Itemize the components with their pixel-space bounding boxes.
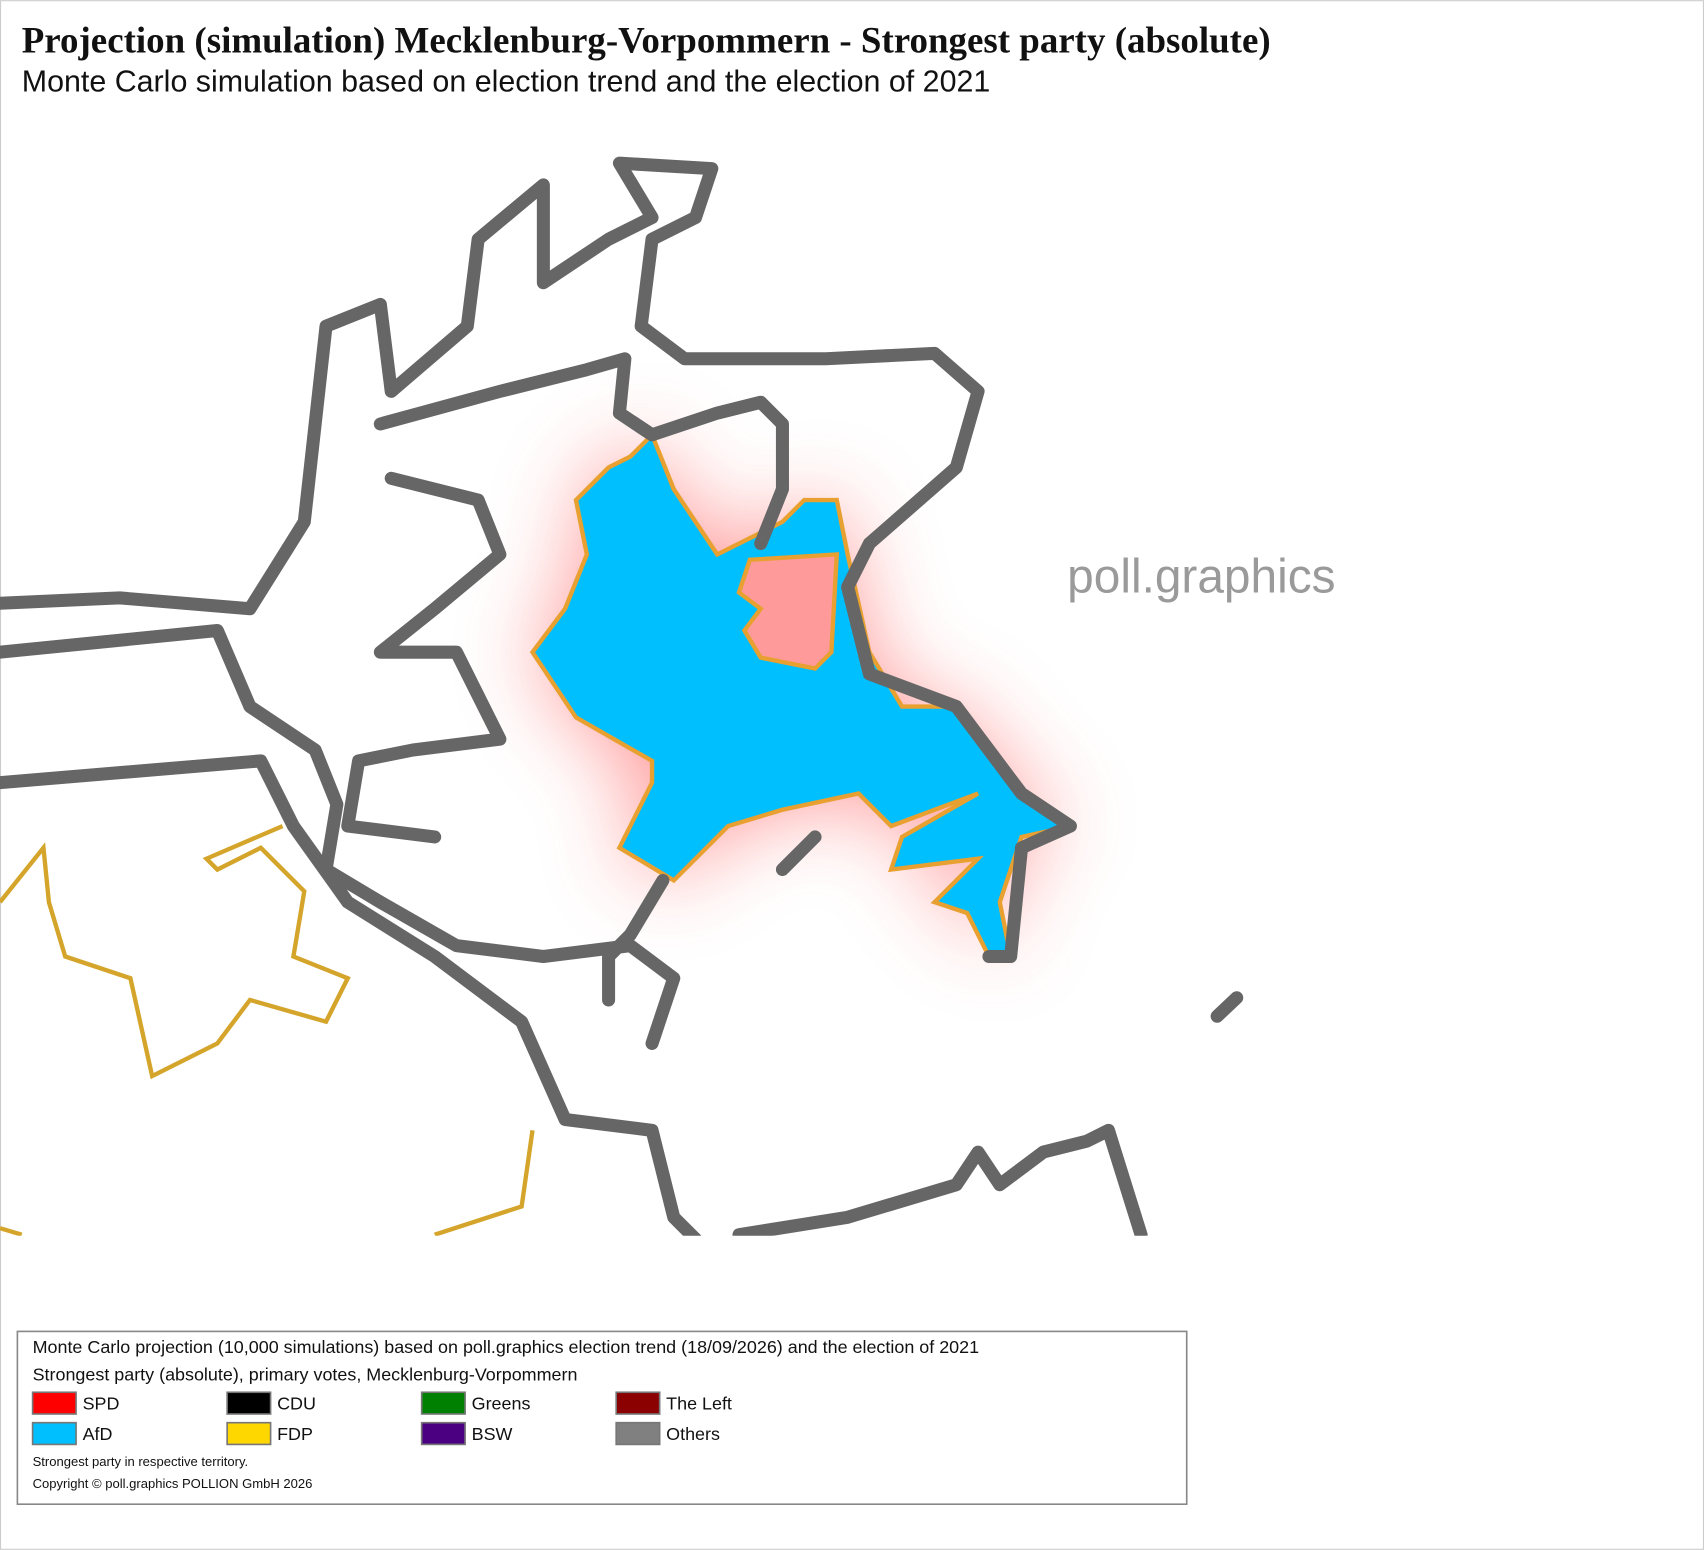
coastline [0,623,681,1050]
legend-box [16,1330,1188,1506]
border [0,824,351,1080]
legend-note: Strongest party in respective territory. [33,1454,249,1469]
legend-swatch [31,1421,77,1446]
legend: Monte Carlo projection (10,000 simulatio… [16,1330,1188,1506]
legend-label: The Left [666,1394,732,1414]
legend-note: Copyright © poll.graphics POLLION GmbH 2… [33,1476,313,1491]
legend-label: FDP [277,1424,313,1444]
legend-label: BSW [472,1424,513,1444]
coastline [602,873,670,1007]
legend-swatch [420,1421,466,1446]
coastline [373,352,789,551]
spd-region [736,552,840,671]
legend-swatch [615,1421,661,1446]
coastline [732,1123,1148,1236]
legend-swatch [226,1391,272,1415]
legend-swatch [615,1391,661,1415]
map [0,156,1244,1236]
legend-swatch [420,1391,466,1415]
legend-line: Monte Carlo projection (10,000 simulatio… [33,1337,980,1357]
legend-swatch [31,1391,77,1415]
legend-label: Others [666,1424,720,1444]
title: Projection (simulation) Mecklenburg-Vorp… [22,19,1271,61]
legend-label: Greens [472,1394,531,1414]
island [775,830,822,877]
legend-label: SPD [83,1394,120,1414]
border [0,1130,535,1236]
subtitle: Monte Carlo simulation based on election… [22,64,991,98]
legend-label: CDU [277,1394,316,1414]
coastline [0,156,1077,964]
coastline [0,754,702,1236]
island [1210,991,1244,1023]
coastline [341,471,507,844]
legend-line: Strongest party (absolute), primary vote… [33,1364,578,1384]
legend-swatch [226,1421,272,1446]
legend-label: AfD [83,1424,113,1444]
watermark: poll.graphics [1067,550,1335,603]
